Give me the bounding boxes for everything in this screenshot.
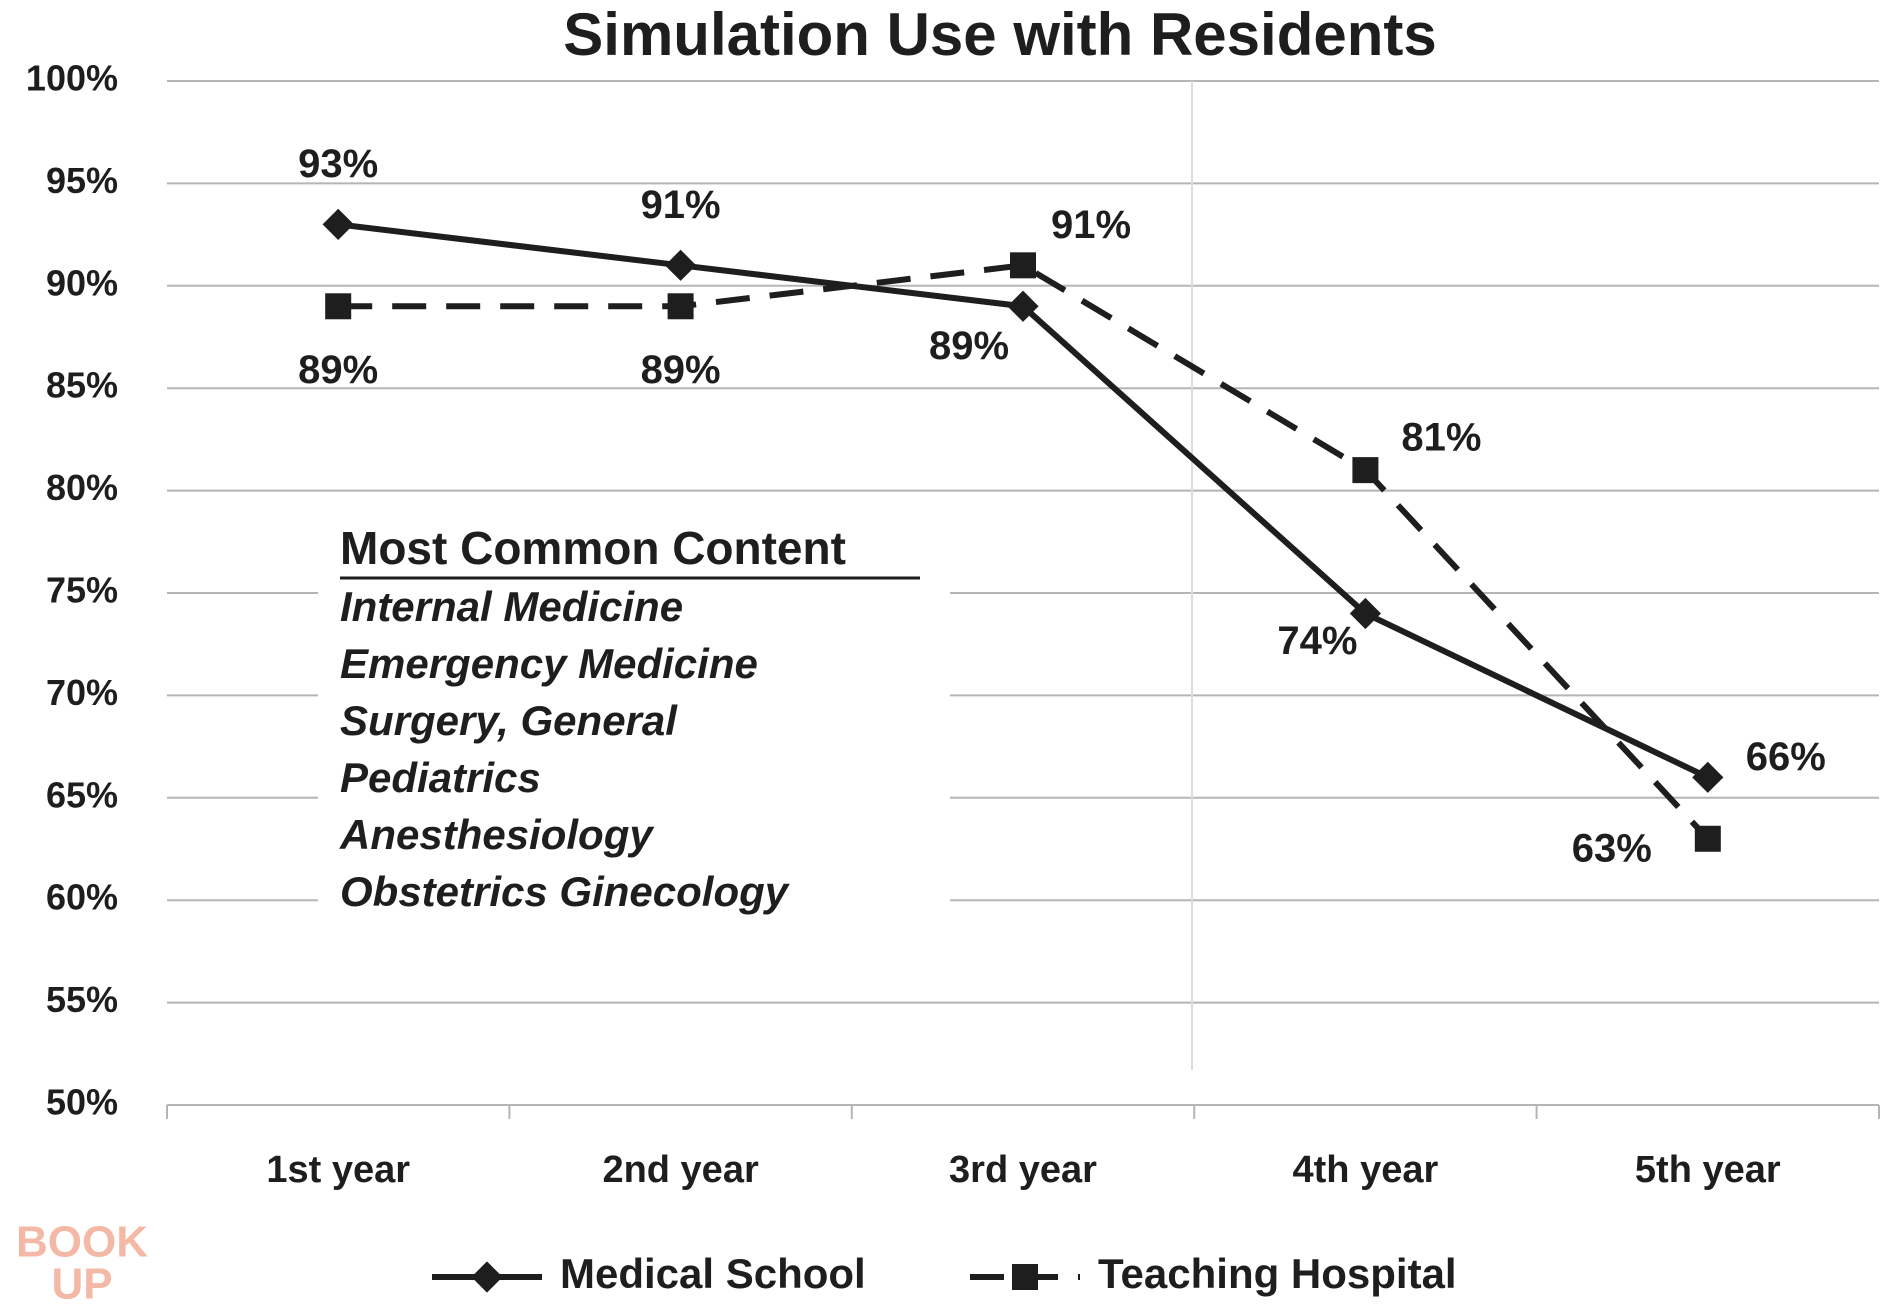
series-line (338, 262, 1710, 841)
y-tick-label: 70% (46, 672, 118, 713)
data-label: 74% (1277, 619, 1357, 663)
data-label: 63% (1572, 826, 1652, 870)
y-tick-label: 80% (46, 467, 118, 508)
marker (665, 249, 697, 281)
chart-title: Simulation Use with Residents (563, 1, 1437, 68)
x-tick-label: 5th year (1635, 1149, 1781, 1191)
annotation-item: Pediatrics (340, 754, 541, 801)
marker (1007, 290, 1039, 322)
x-tick-label: 3rd year (949, 1149, 1097, 1191)
marker (1012, 1264, 1038, 1290)
y-tick-label: 65% (46, 774, 118, 815)
data-label: 89% (929, 324, 1009, 368)
y-tick-label: 85% (46, 365, 118, 406)
y-tick-label: 90% (46, 262, 118, 303)
marker (667, 293, 694, 320)
annotation-item: Emergency Medicine (340, 640, 758, 687)
legend-item: Medical School (432, 1250, 866, 1297)
annotation-item: Anesthesiology (339, 811, 655, 858)
x-tick-label: 2nd year (602, 1149, 759, 1191)
marker (1010, 252, 1036, 279)
marker (1349, 597, 1381, 630)
data-label: 89% (298, 348, 378, 392)
annotation-item: Internal Medicine (340, 583, 683, 630)
y-tick-label: 55% (46, 979, 118, 1020)
data-label: 91% (1051, 203, 1131, 247)
x-tick-label: 1st year (266, 1149, 410, 1191)
legend-item: Teaching Hospital (970, 1250, 1457, 1297)
marker (1352, 457, 1379, 484)
legend-label: Teaching Hospital (1098, 1250, 1457, 1297)
y-tick-label: 50% (46, 1082, 118, 1123)
annotation-background (318, 520, 950, 920)
marker (471, 1261, 503, 1293)
x-tick-label: 4th year (1293, 1149, 1439, 1191)
y-tick-label: 100% (26, 58, 118, 99)
marker (322, 208, 354, 240)
data-label: 81% (1401, 416, 1481, 460)
annotation-item: Obstetrics Ginecology (340, 868, 791, 915)
watermark: BOOK (16, 1218, 148, 1267)
data-label: 89% (641, 348, 721, 392)
marker (325, 293, 352, 320)
data-label: 91% (641, 183, 721, 227)
data-label: 66% (1746, 735, 1826, 779)
data-label: 93% (298, 142, 378, 186)
marker (1694, 825, 1721, 852)
watermark: UP (51, 1260, 112, 1306)
annotation-item: Surgery, General (340, 697, 678, 744)
annotation-title: Most Common Content (340, 522, 846, 574)
legend-label: Medical School (560, 1250, 866, 1297)
y-tick-label: 75% (46, 570, 118, 611)
y-tick-label: 95% (46, 160, 118, 201)
marker (1692, 761, 1724, 793)
y-tick-label: 60% (46, 877, 118, 918)
